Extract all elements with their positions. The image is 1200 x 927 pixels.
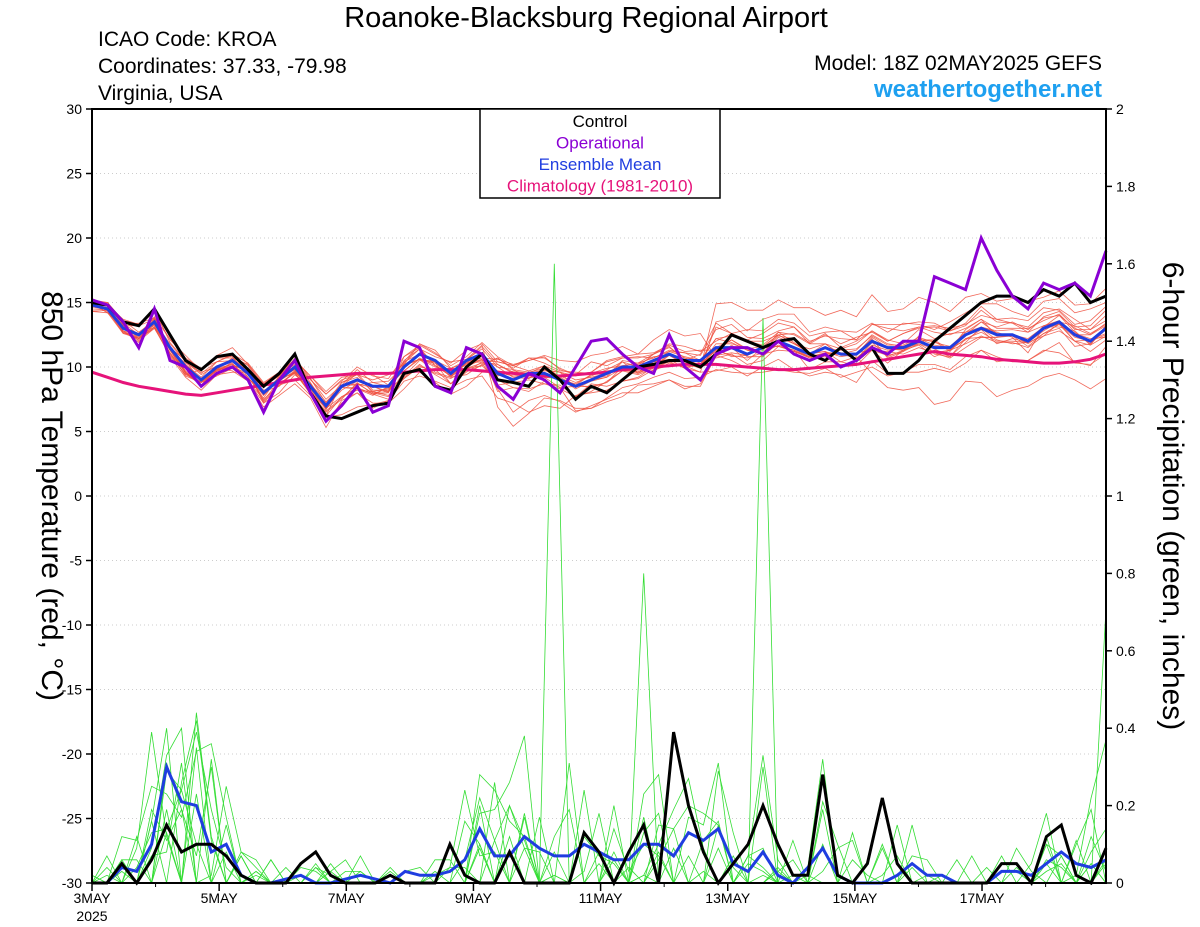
y-tick-label: -25	[62, 811, 82, 827]
y-tick-label: 15	[66, 295, 82, 311]
y-tick-label: 10	[66, 359, 82, 375]
y-tick-label: -10	[62, 617, 82, 633]
y-tick-label: 25	[66, 166, 82, 182]
x-tick-label: 15MAY	[832, 890, 878, 906]
y2-tick-label: 0.2	[1116, 798, 1136, 814]
grid-lines	[92, 108, 1106, 884]
y2-tick-label: 1	[1116, 488, 1124, 504]
ensemble-member-temp-line	[91, 288, 1107, 422]
y-tick-label: -20	[62, 746, 82, 762]
icao-code: ICAO Code: KROA	[98, 28, 277, 51]
y-tick-label: -5	[70, 553, 83, 569]
ensemble-member-precip-line	[92, 766, 1106, 884]
y-tick-label: 0	[74, 488, 82, 504]
ensemble-member-precip-line	[92, 263, 1106, 884]
y-tick-label: 5	[74, 424, 82, 440]
ensemble-member-temp-line	[91, 309, 1107, 405]
model-run: Model: 18Z 02MAY2025 GEFS	[814, 52, 1102, 75]
x-tick-label: 9MAY	[455, 890, 493, 906]
legend: Control Operational Ensemble Mean Climatolo…	[479, 108, 721, 199]
ensemble-member-temp-line	[91, 303, 1107, 412]
legend-entry: Climatology (1981-2010)	[507, 177, 693, 196]
y2-tick-label: 1.2	[1116, 411, 1136, 427]
x-tick-label: 5MAY	[201, 890, 239, 906]
control-temp-line	[91, 280, 1107, 421]
ensemble-member-precip-line	[91, 712, 1107, 885]
axes: 302520151050-5-10-15-20-25-3021.81.61.41…	[62, 101, 1136, 924]
legend-box	[479, 108, 721, 199]
ensemble-member-temp-line	[91, 304, 1107, 409]
y2-tick-label: 0.8	[1116, 565, 1136, 581]
ensemble-member-temp-line	[91, 298, 1107, 418]
y-tick-label: 30	[66, 101, 82, 117]
ensemble-mean-precip-line	[92, 761, 1107, 885]
ensemble-member-precip-line	[91, 762, 1107, 885]
ensemble-member-precip-line	[92, 769, 1107, 885]
ensemble-member-temperature-lines	[91, 288, 1107, 429]
ensemble-member-temp-line	[91, 304, 1107, 410]
y2-tick-label: 1.6	[1116, 256, 1136, 272]
x-tick-label: 17MAY	[960, 890, 1006, 906]
y-tick-label: 20	[66, 230, 82, 246]
ensemble-member-precipitation-lines	[91, 263, 1107, 885]
operational-temp-line	[91, 233, 1108, 424]
ensemble-member-precip-line	[92, 726, 1107, 885]
x-tick-label: 11MAY	[579, 890, 623, 906]
coordinates: Coordinates: 37.33, -79.98	[98, 55, 347, 78]
ensemble-member-temp-line	[91, 305, 1107, 408]
x-tick-label: 3MAY	[73, 890, 111, 906]
ensemble-member-temp-line	[91, 302, 1107, 417]
y-tick-label: -15	[62, 682, 82, 698]
ensemble-member-precip-line	[92, 608, 1107, 884]
ensemble-member-precip-line	[92, 720, 1106, 885]
ensemble-member-temp-line	[91, 304, 1107, 429]
ensemble-member-precip-line	[91, 728, 1106, 885]
y2-axis-label: 6-hour Precipitation (green, inches)	[1156, 262, 1189, 731]
legend-entry: Ensemble Mean	[539, 155, 662, 174]
location: Virginia, USA	[98, 82, 223, 105]
y2-tick-label: 0.4	[1116, 720, 1136, 736]
x-tick-sublabel: 2025	[76, 908, 107, 924]
ensemble-member-precip-line	[91, 793, 1107, 885]
chart-title: Roanoke-Blacksburg Regional Airport	[344, 2, 828, 34]
x-tick-label: 13MAY	[705, 890, 751, 906]
legend-entry: Operational	[556, 134, 644, 153]
y2-tick-label: 2	[1116, 101, 1124, 117]
ensemble-member-precip-line	[91, 732, 1107, 885]
ensemble-mean-temp-line	[91, 303, 1107, 409]
ensemble-member-temp-line	[91, 300, 1107, 395]
y-axis-label: 850 hPa Temperature (red, °C)	[35, 291, 68, 701]
y2-tick-label: 1.4	[1116, 333, 1136, 349]
y2-tick-label: 0	[1116, 875, 1124, 891]
y2-tick-label: 0.6	[1116, 643, 1136, 659]
site-name: weathertogether.net	[873, 76, 1102, 103]
y-tick-label: -30	[62, 875, 82, 891]
control-precip-line	[92, 731, 1108, 887]
ensemble-member-temp-line	[91, 298, 1107, 417]
x-tick-label: 7MAY	[328, 890, 366, 906]
ensemble-member-precip-line	[92, 573, 1106, 884]
legend-entry: Control	[573, 112, 628, 131]
y2-tick-label: 1.8	[1116, 178, 1136, 194]
